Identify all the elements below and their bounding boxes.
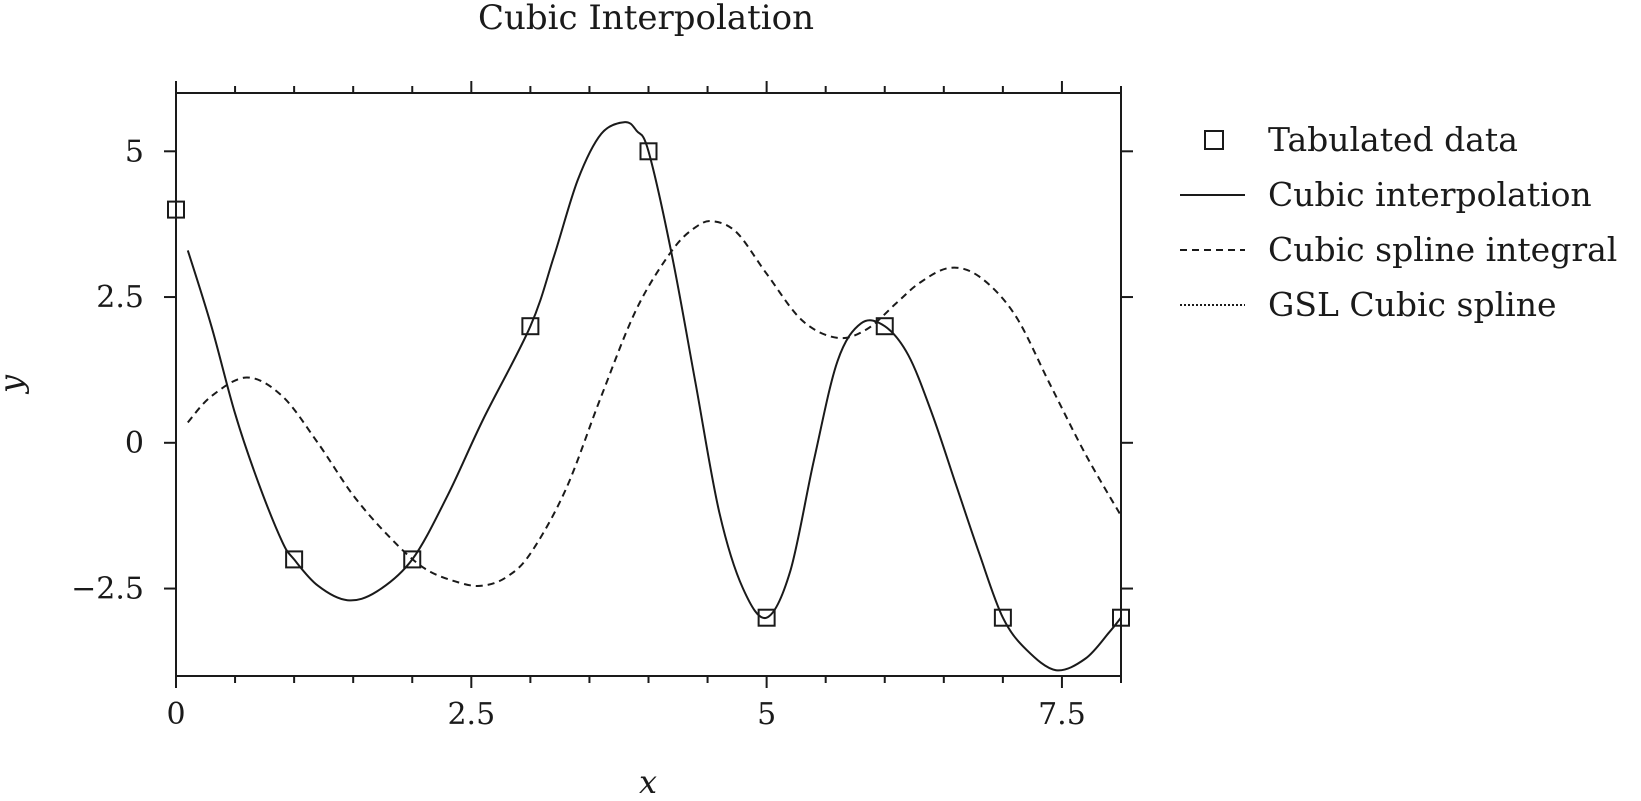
data-point-marker [639, 142, 658, 161]
data-point-marker [521, 317, 540, 336]
y-axis-label: y [0, 374, 30, 395]
y-tick-label: −2.5 [71, 572, 144, 607]
x-tick-label: 0 [166, 697, 185, 732]
chart-title: Cubic Interpolation [478, 0, 814, 38]
tick-labels: 0 2.5 5 7.5 −2.5 0 2.5 5 [71, 134, 1086, 732]
data-point-marker [1112, 608, 1130, 627]
data-point-marker [757, 608, 776, 627]
data-point-marker [875, 317, 894, 336]
data-markers [167, 142, 1130, 627]
y-tick-label: 2.5 [96, 280, 144, 315]
plot-frame [175, 92, 1122, 677]
data-point-marker [285, 550, 304, 569]
data-point-marker [993, 608, 1012, 627]
legend-marker-square [1204, 130, 1224, 150]
y-tick-label: 5 [125, 134, 144, 169]
x-tick-label: 5 [757, 697, 776, 732]
legend-label: Tabulated data [1268, 120, 1518, 159]
x-tick-label: 2.5 [447, 697, 495, 732]
legend-label: Cubic interpolation [1268, 175, 1592, 214]
x-axis-label: x [639, 763, 657, 801]
legend-label: Cubic spline integral [1268, 230, 1617, 269]
legend-label: GSL Cubic spline [1268, 285, 1556, 324]
series-lines [186, 121, 1122, 672]
data-point-marker [403, 550, 422, 569]
cubic-spline-integral-line [187, 220, 1122, 587]
x-tick-label: 7.5 [1038, 697, 1086, 732]
legend: Tabulated data Cubic interpolation Cubic s… [1180, 120, 1617, 324]
cubic-interpolation-line [186, 121, 1122, 672]
y-tick-label: 0 [125, 426, 144, 461]
axis-ticks [164, 81, 1133, 688]
data-point-marker [167, 200, 185, 219]
